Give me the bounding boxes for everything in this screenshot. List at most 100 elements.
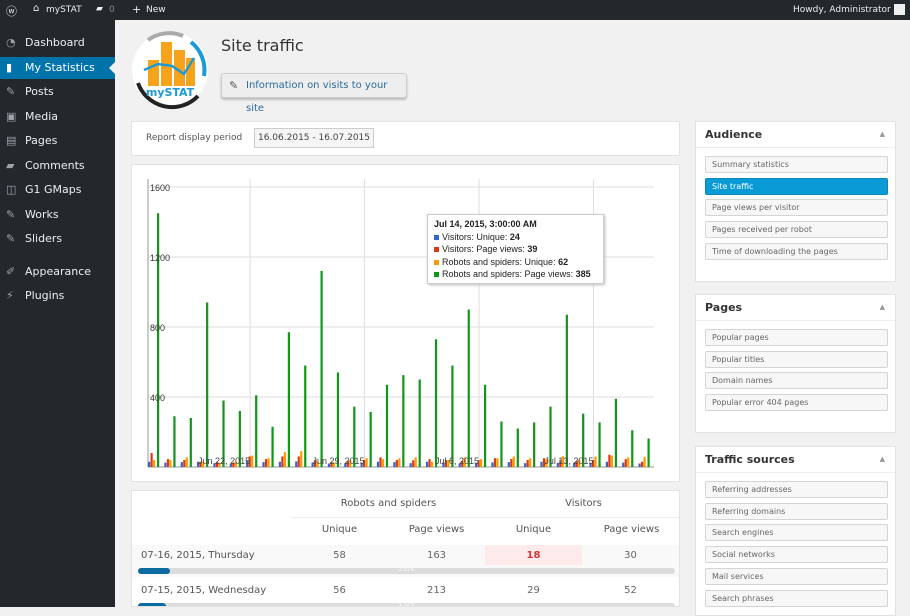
bar-2-27[interactable] — [594, 456, 597, 468]
bar-2-24[interactable] — [545, 459, 548, 467]
bar-3-14[interactable] — [385, 384, 389, 467]
bar-0-10[interactable] — [311, 462, 314, 467]
bar-3-6[interactable] — [255, 395, 258, 467]
bar-1-7[interactable] — [264, 459, 268, 467]
bar-2-16[interactable] — [414, 457, 417, 467]
bar-3-20[interactable] — [484, 384, 487, 467]
sidebar-item-plugins[interactable]: ⚡ Plugins — [0, 285, 115, 307]
bar-3-16[interactable] — [418, 379, 421, 468]
nav-button[interactable]: Referring addresses — [705, 481, 888, 498]
bar-1-18[interactable] — [444, 460, 447, 467]
bar-3-2[interactable] — [189, 418, 192, 467]
bar-0-15[interactable] — [393, 462, 396, 467]
bar-2-21[interactable] — [496, 458, 499, 467]
nav-button[interactable]: Page views per visitor — [705, 199, 888, 217]
bar-1-11[interactable] — [330, 461, 333, 467]
bar-0-20[interactable] — [475, 462, 478, 467]
nav-button[interactable]: Referring domains — [705, 502, 888, 520]
col-header[interactable]: Unique — [515, 524, 552, 535]
bar-3-7[interactable] — [271, 426, 274, 467]
bar-0-1[interactable] — [164, 462, 167, 467]
bar-2-8[interactable] — [283, 452, 286, 467]
bar-0-18[interactable] — [442, 462, 445, 467]
bar-3-8[interactable] — [287, 332, 290, 467]
bar-3-0[interactable] — [157, 213, 160, 467]
bar-0-25[interactable] — [556, 462, 559, 467]
period-input[interactable]: 16.06.2015 - 16.07.2015 — [254, 128, 374, 148]
bar-0-3[interactable] — [197, 461, 200, 467]
sidebar-item-works[interactable]: ✎ Works — [0, 204, 115, 226]
bar-3-4[interactable] — [222, 400, 225, 468]
bar-1-4[interactable] — [215, 462, 219, 467]
bar-3-11[interactable] — [336, 372, 340, 468]
bar-2-12[interactable] — [349, 460, 352, 467]
howdy-link[interactable]: Howdy, Administrator — [793, 5, 891, 15]
nav-button[interactable]: Pages received per robot — [705, 221, 888, 239]
bar-2-7[interactable] — [267, 458, 270, 467]
bar-1-30[interactable] — [641, 461, 644, 467]
col-header[interactable]: Page views — [603, 524, 660, 535]
bar-3-13[interactable] — [369, 411, 372, 467]
sidebar-item-comments[interactable]: ▰ Comments — [0, 155, 115, 177]
collapse-arrow-icon[interactable]: ▲ — [879, 303, 885, 311]
bar-0-17[interactable] — [425, 461, 429, 467]
col-header[interactable]: Unique — [321, 524, 358, 535]
collapse-arrow-icon[interactable]: ▲ — [879, 455, 885, 463]
bar-1-16[interactable] — [412, 460, 415, 467]
sidebar-item-dashboard[interactable]: ◔ Dashboard — [0, 32, 115, 54]
bar-1-26[interactable] — [575, 460, 578, 467]
bar-0-23[interactable] — [524, 463, 527, 467]
bar-1-15[interactable] — [395, 460, 398, 467]
bar-3-30[interactable] — [647, 438, 650, 467]
bar-3-22[interactable] — [516, 428, 519, 468]
bar-0-28[interactable] — [605, 461, 608, 467]
sidebar-item-pages[interactable]: ▤ Pages — [0, 130, 115, 152]
bar-2-19[interactable] — [463, 457, 466, 467]
bar-1-23[interactable] — [526, 460, 529, 467]
bar-1-29[interactable] — [624, 459, 627, 467]
sidebar-item-appearance[interactable]: ✐ Appearance — [0, 261, 115, 283]
info-button[interactable]: ✎ Information on visits to your site — [221, 73, 407, 114]
bar-0-13[interactable] — [360, 462, 363, 467]
nav-button[interactable]: Popular titles — [705, 350, 888, 368]
bar-1-10[interactable] — [314, 460, 317, 467]
bar-1-3[interactable] — [199, 461, 202, 467]
bar-1-17[interactable] — [428, 459, 431, 467]
bar-1-13[interactable] — [363, 460, 366, 467]
bar-1-25[interactable] — [559, 460, 562, 467]
bar-3-17[interactable] — [434, 339, 438, 467]
bar-2-23[interactable] — [529, 458, 532, 467]
bar-0-9[interactable] — [295, 461, 298, 467]
bar-2-14[interactable] — [381, 459, 385, 467]
bar-1-12[interactable] — [346, 460, 349, 467]
nav-button[interactable]: Social networks — [705, 546, 888, 564]
nav-button[interactable]: Site traffic — [705, 177, 888, 195]
bar-2-4[interactable] — [218, 462, 221, 467]
bar-2-22[interactable] — [512, 456, 515, 468]
bar-2-3[interactable] — [202, 461, 205, 467]
sidebar-item-posts[interactable]: ✎ Posts — [0, 81, 115, 103]
avatar[interactable] — [894, 4, 905, 15]
bar-0-6[interactable] — [246, 460, 249, 467]
nav-button[interactable]: Time of downloading the pages — [705, 242, 888, 260]
bar-3-1[interactable] — [173, 416, 176, 467]
bar-0-4[interactable] — [213, 463, 216, 467]
bar-0-22[interactable] — [507, 462, 510, 467]
bar-2-25[interactable] — [561, 456, 564, 467]
panel-header[interactable]: Audience ▲ — [696, 122, 895, 148]
bar-2-15[interactable] — [398, 458, 401, 467]
nav-button[interactable]: Search phrases — [705, 589, 888, 607]
bar-1-1[interactable] — [166, 459, 170, 467]
bar-2-26[interactable] — [578, 460, 581, 467]
col-header[interactable]: Page views — [408, 524, 465, 535]
bar-3-5[interactable] — [238, 411, 241, 467]
bar-0-11[interactable] — [327, 463, 331, 468]
panel-header[interactable]: Traffic sources ▲ — [696, 447, 895, 473]
bar-2-13[interactable] — [365, 458, 368, 467]
sidebar-item-sliders[interactable]: ✎ Sliders — [0, 228, 115, 250]
bar-2-2[interactable] — [185, 457, 188, 467]
bar-2-29[interactable] — [627, 457, 630, 467]
bar-2-1[interactable] — [169, 460, 172, 467]
bar-2-6[interactable] — [251, 455, 254, 467]
bar-1-0[interactable] — [150, 453, 153, 467]
